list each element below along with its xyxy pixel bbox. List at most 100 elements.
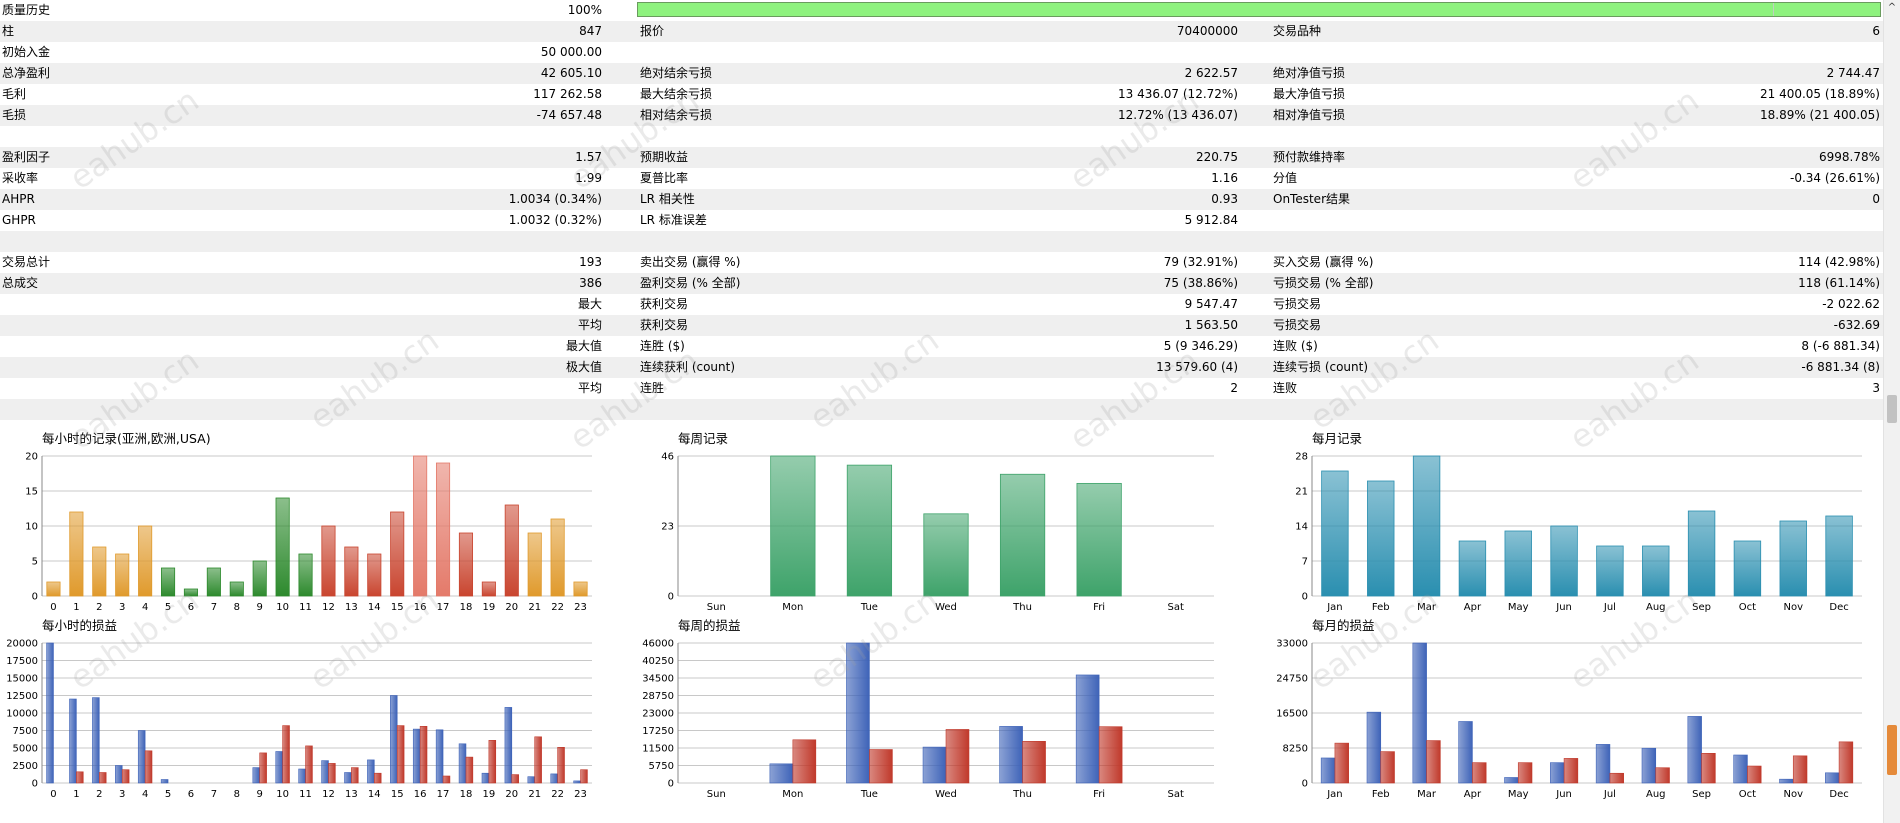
stat-value: 386	[579, 276, 602, 290]
chart-weekly-records: 每周记录 0 23 46 Sun Mon Tue Wed Thu Fri Sat	[636, 428, 1222, 618]
stat-label: 连败	[1273, 381, 1298, 395]
stat-value	[300, 399, 602, 420]
stat-label: GHPR	[2, 213, 36, 227]
x-tick-label: 5	[165, 789, 171, 800]
bar	[481, 581, 496, 597]
bar	[1609, 772, 1624, 784]
x-tick-label: Jun	[1555, 789, 1572, 800]
bar	[1076, 482, 1122, 597]
report-panel: 质量历史 100% 柱 847 报价 70400000 交易品种 6 初始入金 50 000.…	[0, 2, 1884, 420]
bar	[458, 743, 467, 784]
stat-value: 1.0032 (0.32%)	[508, 213, 602, 227]
stat-label: 夏普比率	[640, 171, 689, 185]
x-tick-label: May	[1508, 602, 1529, 613]
x-tick-label: Wed	[935, 602, 957, 613]
stat-value: 1.0034 (0.34%)	[508, 192, 602, 206]
stat-label: 绝对净值亏损	[1273, 66, 1346, 80]
y-tick-label: 28750	[642, 691, 674, 702]
vertical-scrollbar[interactable]: ^	[1883, 0, 1900, 823]
stat-value: 1 563.50	[1184, 318, 1238, 332]
x-tick-label: 17	[437, 789, 450, 800]
stats-row: 柱 847 报价 70400000 交易品种 6	[0, 21, 1884, 42]
bar	[1825, 772, 1840, 784]
bar	[275, 497, 290, 597]
stats-row: 盈利因子 1.57 预期收益 220.75 预付款维持率 6998.78%	[0, 147, 1884, 168]
x-tick-label: Sun	[707, 602, 726, 613]
stat-value: 1.57	[575, 150, 602, 164]
x-tick-label: 13	[345, 789, 358, 800]
quality-bar-marker	[1773, 3, 1774, 16]
x-tick-label: 20	[505, 789, 518, 800]
stat-label	[640, 399, 960, 420]
y-tick-label: 24750	[1276, 674, 1308, 685]
bar	[1412, 642, 1427, 784]
chart-monthly-records: 每月记录 0 7 14 21 28 Jan Feb Mar Apr May Jun Jul Aug Sep O…	[1270, 428, 1870, 618]
stat-value: -6 881.34 (8)	[1801, 360, 1880, 374]
bar	[321, 760, 329, 784]
stats-row: 总成交 386 盈利交易 (% 全部) 75 (38.86%) 亏损交易 (% 全部) 1…	[0, 273, 1884, 294]
stat-value: -632.69	[1833, 318, 1880, 332]
stat-value: 70400000	[1176, 24, 1238, 38]
stat-value	[300, 126, 602, 147]
x-tick-label: Tue	[860, 602, 878, 613]
stat-label: 获利交易	[640, 297, 689, 311]
bar	[1517, 762, 1533, 784]
x-tick-label: Aug	[1646, 789, 1666, 800]
y-tick-label: 20	[25, 452, 38, 463]
stats-row: 毛损 -74 657.48 相对结余亏损 12.72% (13 436.07) 相对净值…	[0, 105, 1884, 126]
stat-label	[640, 42, 960, 63]
bar	[458, 532, 474, 597]
bar	[413, 455, 428, 597]
chart-title: 每小时的记录(亚洲,欧洲,USA)	[42, 431, 211, 446]
x-tick-label: Jul	[1603, 602, 1616, 613]
scroll-up-arrow-icon[interactable]: ^	[1887, 2, 1897, 13]
x-tick-label: 11	[299, 789, 312, 800]
stats-row: 最大值 连胜 ($) 5 (9 346.29) 连败 ($) 8 (-6 881.34)	[0, 336, 1884, 357]
x-tick-label: Tue	[860, 789, 878, 800]
stats-row: 总净盈利 42 605.10 绝对结余亏损 2 622.57 绝对净值亏损 2 744.4…	[0, 63, 1884, 84]
stat-value: 220.75	[1196, 150, 1238, 164]
stat-label	[1273, 231, 1573, 252]
stat-label: 相对净值亏损	[1273, 108, 1346, 122]
stat-label: LR 相关性	[640, 192, 695, 206]
x-tick-label: 1	[73, 789, 79, 800]
x-tick-label: Jul	[1603, 789, 1616, 800]
x-tick-label: 1	[73, 602, 79, 613]
bar	[396, 725, 405, 784]
stat-label: 最大净值亏损	[1273, 87, 1346, 101]
bar	[504, 707, 513, 784]
x-tick-label: Fri	[1093, 602, 1105, 613]
chart-title: 每周的损益	[678, 618, 741, 633]
bar	[69, 698, 77, 784]
stat-value: 1.16	[1211, 171, 1238, 185]
x-tick-label: Fri	[1093, 789, 1105, 800]
scroll-thumb[interactable]	[1887, 395, 1897, 423]
stat-value	[1600, 231, 1880, 252]
y-tick-label: 17250	[642, 726, 674, 737]
bar	[1321, 470, 1349, 597]
bar	[1458, 540, 1487, 597]
x-tick-label: Thu	[1012, 789, 1032, 800]
x-tick-label: Mon	[782, 789, 803, 800]
stat-label: 交易总计	[2, 255, 51, 269]
x-tick-label: Feb	[1372, 789, 1390, 800]
bar	[573, 581, 588, 597]
bar	[183, 588, 199, 597]
bar	[1098, 726, 1123, 784]
stat-label: 连续亏损 (count)	[1273, 360, 1369, 374]
bar	[1458, 721, 1473, 784]
y-tick-label: 15	[25, 487, 38, 498]
x-tick-label: Sat	[1168, 789, 1184, 800]
x-tick-label: Apr	[1464, 602, 1482, 613]
x-tick-label: May	[1508, 789, 1529, 800]
x-tick-label: Jan	[1326, 602, 1342, 613]
stat-value: 1.99	[575, 171, 602, 185]
stats-row: 毛利 117 262.58 最大结余亏损 13 436.07 (12.72%) 最大净值…	[0, 84, 1884, 105]
bar	[481, 772, 490, 784]
bar	[550, 518, 565, 597]
bar	[1022, 741, 1046, 784]
stat-label: 亏损交易	[1273, 318, 1322, 332]
bar	[1596, 545, 1624, 597]
x-tick-label: 15	[391, 602, 404, 613]
